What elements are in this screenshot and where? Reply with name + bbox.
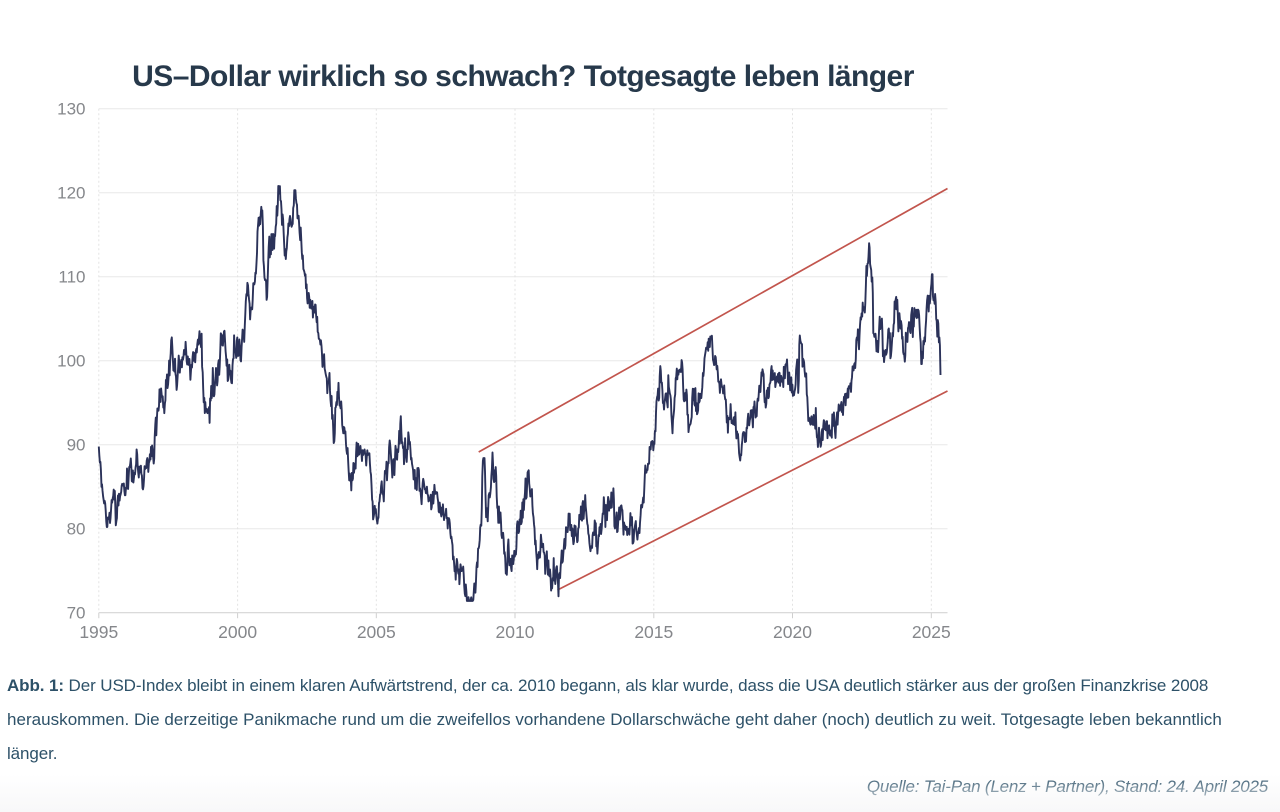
svg-text:100: 100 <box>57 352 85 371</box>
svg-text:70: 70 <box>67 604 86 623</box>
svg-text:1995: 1995 <box>79 622 118 642</box>
svg-text:2000: 2000 <box>218 622 257 642</box>
svg-text:2025: 2025 <box>912 622 951 642</box>
svg-text:120: 120 <box>57 184 85 203</box>
svg-text:80: 80 <box>67 520 86 539</box>
svg-text:2010: 2010 <box>496 622 535 642</box>
svg-text:2015: 2015 <box>634 622 673 642</box>
svg-text:90: 90 <box>67 436 86 455</box>
svg-text:2005: 2005 <box>357 622 396 642</box>
svg-text:130: 130 <box>57 100 85 119</box>
svg-text:2020: 2020 <box>773 622 812 642</box>
svg-text:110: 110 <box>58 268 85 287</box>
